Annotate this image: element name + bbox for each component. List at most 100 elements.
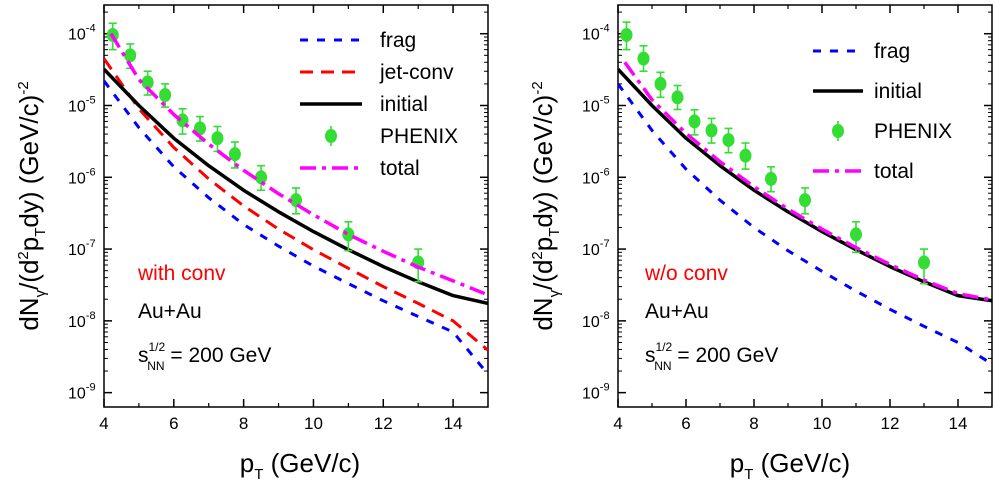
y-label-dN: dN <box>528 297 558 330</box>
y-label-sub-gamma: γ <box>32 289 49 297</box>
legend-label-PHENIX: PHENIX <box>874 120 952 143</box>
y-label-mid: /(d <box>528 260 558 290</box>
energy-s: s <box>138 344 149 367</box>
y-tick-label: 10-8 <box>582 310 610 331</box>
series-group <box>618 21 992 366</box>
phenix-data-point <box>211 131 224 146</box>
phenix-data-point <box>722 133 735 148</box>
y-tick-exponent: -8 <box>86 310 96 322</box>
y-tick-base: 10 <box>582 242 600 259</box>
x-tick-label: 12 <box>374 414 393 433</box>
phenix-data-point <box>620 27 633 42</box>
x-tick-label: 12 <box>881 414 900 433</box>
x-label-unit: (GeV/c) <box>263 448 360 478</box>
series-line-jet-conv <box>104 57 488 352</box>
x-tick-label: 4 <box>99 414 108 433</box>
y-label-sub-T: T <box>32 228 49 237</box>
y-tick-base: 10 <box>68 242 86 259</box>
y-tick-label: 10-6 <box>68 166 96 187</box>
annotation-energy: s1/2 NN = 200 GeV <box>645 340 778 373</box>
legend-label-total: total <box>874 160 914 183</box>
series-line-frag <box>104 80 488 376</box>
y-tick-exponent: -8 <box>600 310 610 322</box>
series-line-initial <box>104 67 488 306</box>
y-tick-label: 10-7 <box>68 238 96 259</box>
y-tick-label: 10-6 <box>582 166 610 187</box>
phenix-data-point <box>799 193 811 208</box>
y-tick-label: 10-4 <box>582 23 610 44</box>
y-tick-label: 10-7 <box>582 238 610 259</box>
phenix-data-point <box>124 48 137 63</box>
phenix-data-point <box>688 114 701 129</box>
legend-label-total: total <box>380 157 420 180</box>
y-axis-label: dNγ/(d2pTdy) (GeV/c)-2 <box>14 81 49 330</box>
y-label-p: p <box>528 237 558 251</box>
y-tick-exponent: -5 <box>600 95 610 107</box>
y-tick-exponent: -9 <box>86 382 96 394</box>
phenix-data-point <box>765 171 777 186</box>
y-tick-base: 10 <box>582 170 600 187</box>
x-label-unit: (GeV/c) <box>753 448 850 478</box>
annotation-system: Au+Au <box>138 300 202 323</box>
y-tick-exponent: -9 <box>600 382 610 394</box>
x-label-sub-T: T <box>254 466 263 483</box>
y-tick-label: 10-4 <box>68 23 96 44</box>
series-line-initial <box>618 68 992 303</box>
phenix-data-point <box>255 170 268 185</box>
y-tick-base: 10 <box>68 99 86 116</box>
phenix-data-point <box>141 75 154 90</box>
x-tick-label: 10 <box>813 414 832 433</box>
x-tick-label: 6 <box>169 414 178 433</box>
x-axis-label: pT (GeV/c) <box>240 448 360 483</box>
x-tick-label: 4 <box>613 414 622 433</box>
phenix-data-point <box>654 76 667 91</box>
x-tick-label: 8 <box>239 414 248 433</box>
x-tick-label: 8 <box>749 414 758 433</box>
phenix-data-point <box>228 147 241 162</box>
y-tick-base: 10 <box>68 386 86 403</box>
energy-sup: 1/2 <box>149 340 166 354</box>
y-tick-label: 10-8 <box>68 310 96 331</box>
y-label-sub-gamma: γ <box>546 289 563 297</box>
y-tick-exponent: -5 <box>86 95 96 107</box>
energy-sub: NN <box>654 359 671 373</box>
x-label-sub-T: T <box>744 466 753 483</box>
x-axis-label: pT (GeV/c) <box>730 448 850 483</box>
y-tick-base: 10 <box>68 170 86 187</box>
phenix-data-point <box>918 255 930 270</box>
series-line-total <box>623 61 992 302</box>
x-tick-label: 14 <box>949 414 968 433</box>
chart-panel-2: 4 6 8 10 12 1410-910-810-710-610-510-4dNγ/(d2… <box>528 4 993 483</box>
y-tick-exponent: -6 <box>600 166 610 178</box>
legend-label-frag: frag <box>380 29 416 52</box>
y-label-tail: dy) (GeV/c) <box>528 95 558 228</box>
phenix-data-point <box>342 227 355 242</box>
legend-label-frag: frag <box>874 40 910 63</box>
phenix-data-point <box>290 193 302 208</box>
y-label-tail: dy) (GeV/c) <box>14 95 44 228</box>
y-tick-base: 10 <box>582 27 600 44</box>
y-tick-label: 10-9 <box>68 382 96 403</box>
y-tick-base: 10 <box>582 314 600 331</box>
legend-marker-PHENIX <box>325 129 337 143</box>
y-label-p: p <box>14 237 44 251</box>
energy-s: s <box>645 344 656 367</box>
y-tick-label: 10-5 <box>68 95 96 116</box>
y-label-sup-minus2: -2 <box>15 81 32 94</box>
energy-rest: = 200 GeV <box>672 344 779 367</box>
legend-label-PHENIX: PHENIX <box>380 125 458 148</box>
y-tick-base: 10 <box>582 99 600 116</box>
annotation-energy: s1/2 NN = 200 GeV <box>138 340 271 373</box>
phenix-data-point <box>739 148 752 163</box>
x-tick-label: 6 <box>681 414 690 433</box>
x-label-p: p <box>240 448 254 478</box>
phenix-data-point <box>159 88 172 103</box>
series-line-total <box>109 32 488 297</box>
phenix-data-point <box>671 90 684 105</box>
chart-panel-1: 4 6 8 10 12 1410-910-810-710-610-510-4dNγ/(d2… <box>14 4 489 483</box>
energy-sub: NN <box>147 359 164 373</box>
y-tick-base: 10 <box>68 27 86 44</box>
y-label-sup-minus2: -2 <box>529 81 546 94</box>
